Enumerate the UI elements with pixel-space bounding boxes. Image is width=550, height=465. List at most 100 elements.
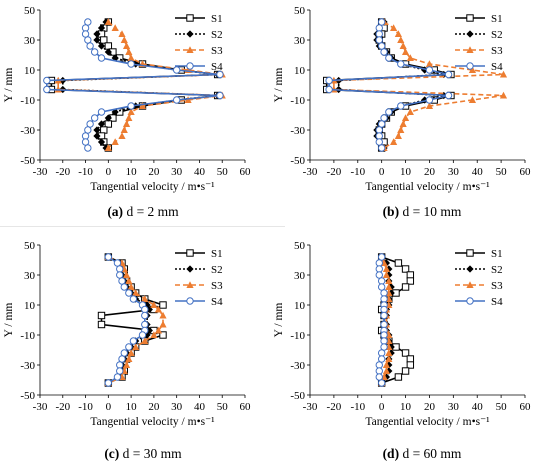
data-point-s4 — [397, 102, 405, 110]
data-point-s4 — [377, 277, 386, 285]
data-point-s4 — [325, 85, 333, 94]
data-point-s4 — [377, 120, 386, 128]
series-line-s2 — [337, 21, 444, 149]
data-point-s4 — [97, 108, 106, 116]
legend-marker-s4 — [186, 62, 194, 70]
x-tick-label: 50 — [496, 401, 508, 413]
x-tick-label: 10 — [400, 401, 412, 413]
legend-marker-s1 — [466, 249, 474, 257]
data-point-s4 — [425, 66, 434, 74]
legend-marker-s1 — [186, 14, 194, 22]
y-tick-label: 50 — [294, 240, 306, 252]
data-point-s1 — [159, 301, 167, 309]
data-point-s4 — [377, 379, 386, 387]
series-line-s3 — [333, 21, 504, 149]
data-point-s3 — [150, 331, 158, 338]
y-axis-label: Y / mm — [273, 68, 285, 103]
data-point-s4 — [84, 18, 92, 26]
caption-text: d = 60 mm — [399, 446, 462, 461]
data-point-s4 — [380, 337, 388, 345]
x-tick-label: 40 — [472, 166, 484, 178]
panel-caption: (b) d = 10 mm — [383, 204, 462, 219]
y-tick-label: -50 — [20, 390, 35, 402]
y-tick-label: -10 — [20, 95, 35, 107]
data-point-s2 — [93, 36, 101, 44]
data-point-s4 — [84, 126, 92, 134]
data-point-s4 — [81, 30, 90, 38]
data-point-s4 — [380, 295, 388, 303]
data-point-s4 — [325, 76, 333, 85]
data-point-s4 — [141, 305, 149, 314]
y-tick-label: -10 — [290, 95, 305, 107]
data-point-s4 — [81, 24, 90, 32]
x-tick-label: -20 — [55, 401, 70, 413]
data-point-s1 — [401, 349, 410, 357]
caption-text: d = 10 mm — [399, 204, 462, 219]
data-point-s4 — [380, 311, 388, 320]
panel-caption: (a) d = 2 mm — [107, 204, 179, 219]
data-point-s4 — [375, 373, 383, 381]
y-tick-label: -50 — [20, 155, 35, 167]
x-tick-label: 20 — [424, 166, 436, 178]
legend-label-s2: S2 — [491, 29, 503, 41]
data-point-s1 — [159, 331, 167, 339]
y-tick-label: 30 — [294, 270, 306, 282]
y-tick-label: 10 — [24, 65, 36, 77]
y-tick-label: -50 — [290, 155, 305, 167]
legend-label-s1: S1 — [211, 13, 223, 25]
data-point-s3 — [406, 54, 414, 61]
legend-marker-s2 — [186, 30, 194, 38]
y-tick-label: -10 — [290, 330, 305, 342]
x-tick-label: -20 — [327, 401, 342, 413]
data-point-s4 — [444, 70, 453, 79]
data-point-s3 — [399, 120, 407, 127]
data-point-s3 — [382, 265, 391, 272]
x-tick-label: -30 — [303, 401, 318, 413]
x-tick-label: -20 — [55, 166, 70, 178]
legend-label-s3: S3 — [211, 280, 223, 292]
data-point-s2 — [93, 132, 101, 140]
data-point-s4 — [377, 283, 386, 291]
y-tick-label: -30 — [290, 360, 305, 372]
data-point-s4 — [375, 30, 383, 38]
data-point-s3 — [390, 138, 398, 145]
data-point-s4 — [125, 289, 133, 297]
data-point-s3 — [159, 311, 167, 319]
data-point-s3 — [118, 132, 126, 139]
data-point-s2 — [421, 96, 429, 104]
x-tick-label: 10 — [400, 166, 412, 178]
series-line-s4 — [45, 21, 220, 149]
data-point-s3 — [122, 42, 131, 49]
data-point-s4 — [375, 36, 383, 44]
data-point-s3 — [397, 36, 405, 43]
legend-marker-s4 — [466, 62, 474, 70]
data-point-s3 — [385, 355, 393, 362]
data-point-s2 — [93, 30, 101, 38]
x-axis-label: Tangential velocity / m•s⁻¹ — [365, 181, 490, 193]
legend-label-s1: S1 — [211, 248, 223, 260]
data-point-s1 — [104, 42, 113, 50]
data-point-s3 — [127, 108, 135, 115]
x-tick-label: 20 — [148, 166, 160, 178]
data-point-s3 — [382, 367, 391, 374]
y-tick-label: 30 — [294, 35, 306, 47]
x-tick-label: -30 — [33, 401, 48, 413]
x-tick-label: 50 — [217, 166, 229, 178]
data-point-s3 — [150, 301, 158, 308]
data-point-s4 — [380, 331, 388, 339]
x-tick-label: -20 — [327, 166, 342, 178]
data-point-s2 — [93, 126, 101, 134]
x-tick-label: 50 — [496, 166, 508, 178]
y-tick-label: 50 — [24, 5, 36, 17]
data-point-s4 — [129, 295, 138, 303]
y-axis-label: Y / mm — [3, 68, 15, 103]
x-tick-label: 60 — [240, 401, 252, 413]
data-point-s4 — [375, 24, 383, 32]
legend-label-s2: S2 — [491, 264, 503, 276]
data-point-s3 — [111, 24, 119, 31]
data-point-s4 — [216, 70, 224, 79]
x-tick-label: -10 — [350, 166, 365, 178]
y-tick-label: 30 — [24, 35, 36, 47]
legend-label-s3: S3 — [491, 280, 503, 292]
